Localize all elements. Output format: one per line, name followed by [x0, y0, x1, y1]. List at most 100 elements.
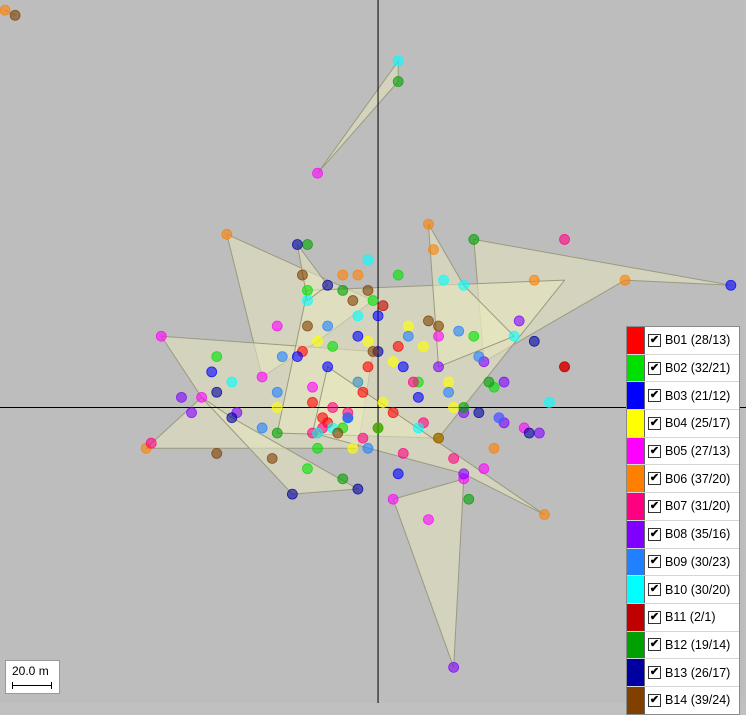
point-b06-1[interactable] — [221, 228, 233, 240]
point-b12-1[interactable] — [302, 239, 313, 250]
point-b12-4[interactable] — [483, 376, 495, 388]
legend-checkbox[interactable]: ✔ — [648, 610, 661, 624]
point-b12-0[interactable] — [392, 76, 404, 87]
point-b10-7[interactable] — [508, 330, 520, 342]
point-b03-3[interactable] — [206, 366, 218, 378]
point-b02-0[interactable] — [302, 284, 313, 296]
point-b06-6[interactable] — [352, 269, 364, 281]
legend-item-b09[interactable]: ✔ B09 (30/23) — [627, 548, 739, 577]
point-b02-4[interactable] — [468, 330, 480, 342]
legend-checkbox[interactable]: ✔ — [648, 499, 661, 513]
point-b13-8[interactable] — [322, 279, 334, 291]
point-b04-6[interactable] — [418, 341, 429, 352]
point-b02-10[interactable] — [367, 295, 379, 306]
point-b03-6[interactable] — [397, 361, 409, 373]
point-b11-0[interactable] — [559, 361, 570, 373]
point-b09-7[interactable] — [493, 412, 505, 424]
legend-item-b02[interactable]: ✔ B02 (32/21) — [627, 354, 739, 383]
point-b06-9[interactable] — [538, 509, 550, 520]
point-b05-4[interactable] — [387, 493, 399, 505]
point-b07-0[interactable] — [145, 437, 157, 449]
point-b06-8[interactable] — [428, 244, 439, 256]
point-b10-1[interactable] — [362, 254, 374, 266]
point-b08-7[interactable] — [458, 468, 470, 480]
legend-item-b11[interactable]: ✔ B11 (2/1) — [627, 603, 739, 632]
point-b08-1[interactable] — [176, 391, 187, 403]
point-b04-7[interactable] — [271, 402, 283, 413]
point-b07-6[interactable] — [448, 453, 460, 464]
point-b09-6[interactable] — [352, 376, 364, 388]
point-b14-8[interactable] — [433, 320, 444, 332]
point-b10-6[interactable] — [438, 274, 449, 286]
point-b05-0[interactable] — [312, 167, 323, 179]
point-b03-9[interactable] — [725, 279, 737, 291]
point-b04-0[interactable] — [362, 335, 374, 347]
point-b03-1[interactable] — [372, 310, 384, 322]
point-b08-8[interactable] — [498, 376, 510, 388]
point-b13-1[interactable] — [286, 488, 298, 500]
point-b02-5[interactable] — [211, 351, 223, 362]
point-b14-11[interactable] — [362, 284, 374, 296]
legend-checkbox[interactable]: ✔ — [648, 444, 661, 458]
legend-checkbox[interactable]: ✔ — [648, 389, 661, 403]
point-b13-0[interactable] — [291, 239, 303, 250]
point-b05-3[interactable] — [196, 391, 208, 403]
point-b04-9[interactable] — [347, 442, 359, 454]
point-b02-2[interactable] — [327, 341, 339, 352]
point-b06-10[interactable] — [488, 442, 500, 454]
point-b10-8[interactable] — [544, 397, 555, 408]
point-b09-1[interactable] — [322, 320, 334, 332]
point-b01-9[interactable] — [317, 412, 328, 424]
point-b13-5[interactable] — [523, 427, 535, 439]
point-b14-7[interactable] — [266, 453, 278, 464]
point-b08-9[interactable] — [513, 315, 525, 327]
point-b01-4[interactable] — [362, 361, 374, 373]
point-b05-1[interactable] — [155, 330, 167, 342]
point-b09-4[interactable] — [402, 330, 414, 342]
point-b12-3[interactable] — [337, 284, 349, 296]
point-b13-2[interactable] — [352, 483, 364, 495]
point-b01-2[interactable] — [387, 407, 399, 419]
point-b06-11[interactable] — [337, 269, 349, 281]
point-b12-6[interactable] — [337, 473, 349, 485]
point-b09-5[interactable] — [453, 325, 465, 337]
legend-item-b10[interactable]: ✔ B10 (30/20) — [627, 576, 739, 604]
point-b04-10[interactable] — [377, 397, 389, 408]
point-b09-8[interactable] — [256, 422, 268, 434]
point-b07-4[interactable] — [397, 447, 409, 459]
point-b10-10[interactable] — [458, 279, 470, 291]
point-b07-7[interactable] — [357, 432, 369, 444]
legend-item-b03[interactable]: ✔ B03 (21/12) — [627, 382, 739, 411]
point-b04-1[interactable] — [402, 320, 414, 332]
legend-checkbox[interactable]: ✔ — [648, 666, 661, 680]
point-b08-0[interactable] — [448, 661, 460, 673]
legend-checkbox[interactable]: ✔ — [648, 333, 661, 347]
point-b09-2[interactable] — [362, 442, 374, 454]
point-b14-1[interactable] — [297, 269, 308, 281]
legend-checkbox[interactable]: ✔ — [648, 416, 661, 430]
point-b08-11[interactable] — [533, 427, 545, 439]
point-b06-5[interactable] — [619, 274, 631, 286]
point-b02-1[interactable] — [392, 269, 404, 281]
point-b05-2[interactable] — [256, 371, 268, 383]
point-b09-3[interactable] — [443, 386, 455, 398]
point-b10-4[interactable] — [312, 427, 323, 439]
legend-checkbox[interactable]: ✔ — [648, 361, 661, 375]
point-b09-11[interactable] — [342, 412, 354, 424]
legend-checkbox[interactable]: ✔ — [648, 583, 661, 597]
point-b03-2[interactable] — [392, 468, 404, 480]
point-b10-3[interactable] — [226, 376, 238, 388]
point-b14-4[interactable] — [367, 346, 379, 357]
point-b13-6[interactable] — [211, 386, 223, 398]
point-b01-5[interactable] — [392, 341, 404, 352]
point-b03-8[interactable] — [352, 330, 364, 342]
legend-checkbox[interactable]: ✔ — [648, 555, 661, 569]
point-b13-9[interactable] — [528, 335, 540, 347]
point-b05-7[interactable] — [307, 381, 318, 393]
point-b10-0[interactable] — [392, 55, 404, 67]
point-b13-4[interactable] — [473, 407, 485, 419]
point-b03-7[interactable] — [412, 391, 424, 403]
point-b05-5[interactable] — [423, 514, 434, 526]
point-b04-11[interactable] — [448, 402, 460, 413]
